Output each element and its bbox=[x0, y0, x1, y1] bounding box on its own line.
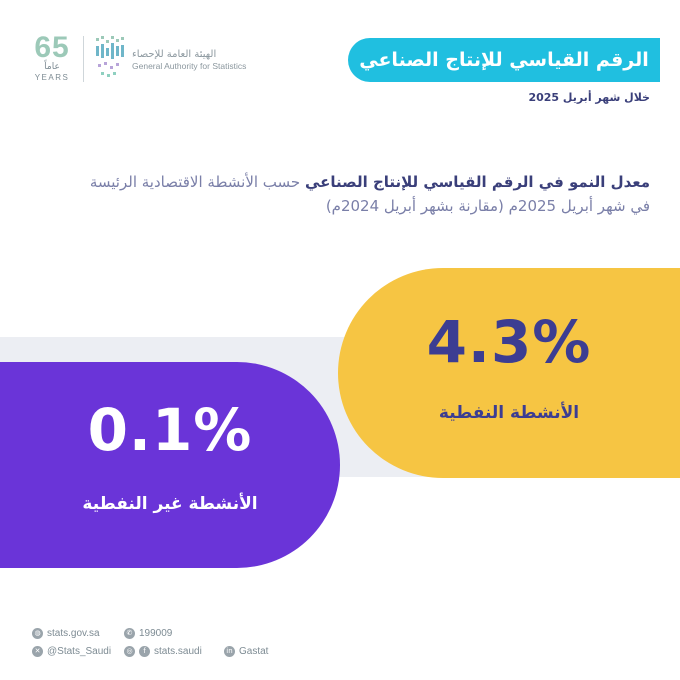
phone-icon: ✆ bbox=[124, 628, 135, 639]
authority-english-name: General Authority for Statistics bbox=[132, 61, 247, 71]
anniversary-logo: 65 عاماً YEARS bbox=[30, 31, 74, 86]
anniversary-english: YEARS bbox=[34, 73, 70, 82]
oil-growth-value: 4.3% bbox=[426, 308, 592, 376]
x-link[interactable]: ✕ @Stats_Saudi bbox=[32, 646, 111, 657]
authority-arabic-name: الهيئة العامة للإحصاء bbox=[132, 49, 217, 60]
website-link[interactable]: ◍ stats.gov.sa bbox=[32, 628, 100, 639]
linkedin-text: Gastat bbox=[239, 646, 269, 657]
phone-text: 199009 bbox=[139, 628, 173, 639]
page-title: الرقم القياسي للإنتاج الصناعي bbox=[359, 49, 649, 71]
oil-activities-card: 4.3% الأنشطة النفطية bbox=[338, 268, 680, 478]
description-highlight: معدل النمو في الرقم القياسي للإنتاج الصن… bbox=[304, 173, 650, 191]
non-oil-activities-card: 0.1% الأنشطة غير النفطية bbox=[0, 362, 340, 568]
linkedin-link[interactable]: in Gastat bbox=[224, 646, 268, 657]
social-handle-text: stats.saudi bbox=[154, 646, 202, 657]
title-banner: الرقم القياسي للإنتاج الصناعي bbox=[348, 38, 660, 82]
description-line-1-rest: حسب الأنشطة الاقتصادية الرئيسة bbox=[89, 173, 301, 191]
anniversary-number: 65 bbox=[34, 31, 70, 64]
gastat-wordmark: الهيئة العامة للإحصاء General Authority … bbox=[132, 48, 262, 72]
description: معدل النمو في الرقم القياسي للإنتاج الصن… bbox=[30, 170, 650, 218]
website-text: stats.gov.sa bbox=[47, 628, 100, 639]
description-line-2: في شهر أبريل 2025م (مقارنة بشهر أبريل 20… bbox=[325, 197, 650, 215]
facebook-icon: f bbox=[139, 646, 150, 657]
phone-link[interactable]: ✆ 199009 bbox=[124, 628, 172, 639]
linkedin-icon: in bbox=[224, 646, 235, 657]
anniversary-arabic: عاماً bbox=[44, 62, 60, 72]
description-line-1: معدل النمو في الرقم القياسي للإنتاج الصن… bbox=[30, 170, 650, 194]
globe-icon: ◍ bbox=[32, 628, 43, 639]
x-handle-text: @Stats_Saudi bbox=[47, 646, 112, 657]
gastat-logo-icon bbox=[96, 36, 124, 77]
logo-divider bbox=[83, 36, 84, 82]
non-oil-activities-label: الأنشطة غير النفطية bbox=[82, 494, 258, 514]
non-oil-growth-value: 0.1% bbox=[87, 396, 253, 464]
oil-activities-label: الأنشطة النفطية bbox=[438, 403, 580, 423]
x-icon: ✕ bbox=[32, 646, 43, 657]
instagram-icon: ◎ bbox=[124, 646, 135, 657]
period-label: خلال شهر أبريل 2025 bbox=[528, 91, 650, 104]
social-link[interactable]: ◎ f stats.saudi bbox=[124, 646, 202, 657]
